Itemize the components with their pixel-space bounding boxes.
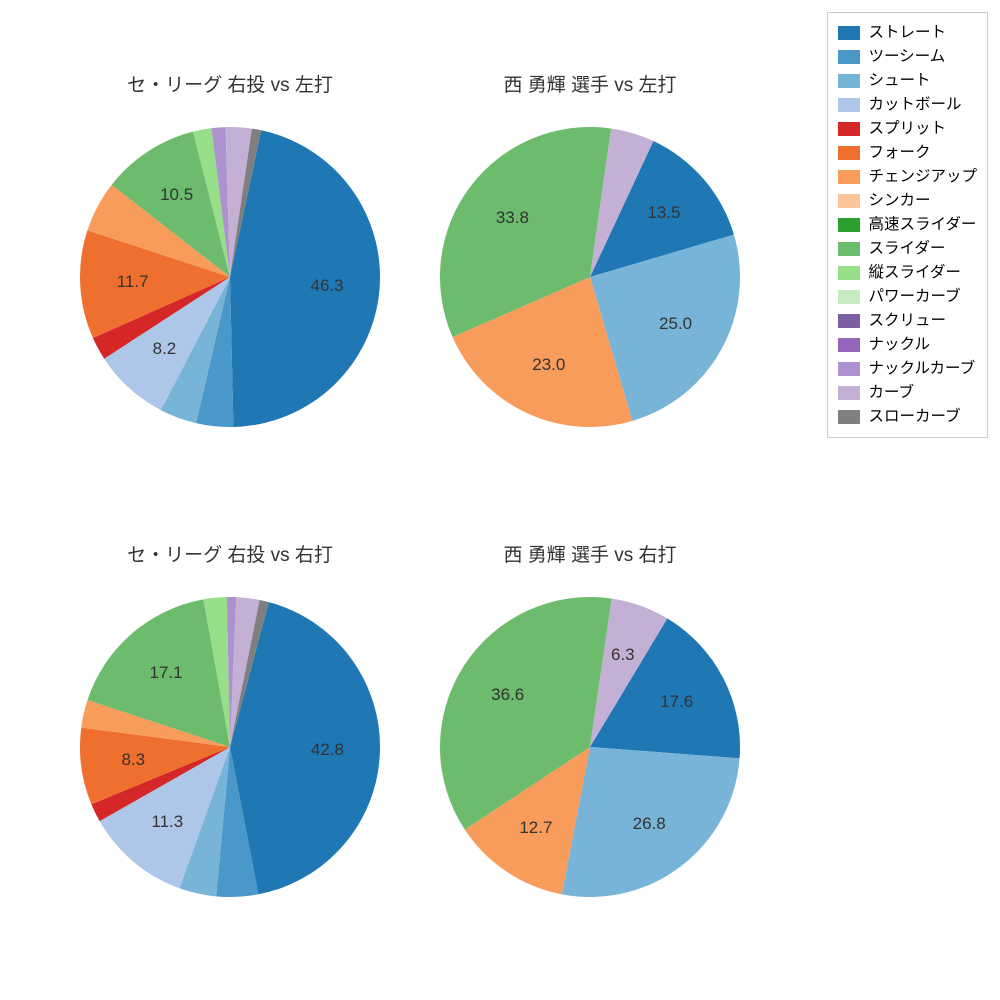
slice-label: 33.8 <box>496 208 529 228</box>
legend-swatch <box>838 314 860 328</box>
legend-swatch <box>838 50 860 64</box>
slice-label: 17.1 <box>150 663 183 683</box>
legend-item: チェンジアップ <box>838 165 977 189</box>
pie-container: 46.3 8.2 11.7 10.5 <box>80 127 380 427</box>
chart-title: セ・リーグ 右投 vs 左打 <box>60 70 400 97</box>
chart-title: 西 勇輝 選手 vs 左打 <box>420 70 760 97</box>
slice-label: 11.7 <box>117 272 149 292</box>
slice-label: 8.2 <box>153 339 177 359</box>
pie-container: 13.5 25.0 23.0 33.8 <box>440 127 740 427</box>
chart-grid: セ・リーグ 右投 vs 左打 46.3 8.2 11.7 10.5 西 勇輝 選手 vs … <box>0 0 760 1000</box>
legend-item: ナックル <box>838 333 977 357</box>
legend-item: スライダー <box>838 237 977 261</box>
subplot-bottom-left: セ・リーグ 右投 vs 右打 42.8 11.3 8.3 17.1 <box>60 530 400 980</box>
legend-label: フォーク <box>868 141 930 165</box>
legend-swatch <box>838 242 860 256</box>
slice-label: 10.5 <box>160 185 193 205</box>
subplot-top-left: セ・リーグ 右投 vs 左打 46.3 8.2 11.7 10.5 <box>60 60 400 510</box>
legend-item: カーブ <box>838 381 977 405</box>
legend-swatch <box>838 74 860 88</box>
legend-item: 縦スライダー <box>838 261 977 285</box>
legend-item: スクリュー <box>838 309 977 333</box>
legend-swatch <box>838 146 860 160</box>
pie-chart <box>440 127 740 427</box>
legend-item: フォーク <box>838 141 977 165</box>
legend-swatch <box>838 218 860 232</box>
pie-container: 17.6 26.8 12.7 36.6 6.3 <box>440 597 740 897</box>
legend-item: シュート <box>838 69 977 93</box>
legend-label: シュート <box>868 69 930 93</box>
legend-item: 高速スライダー <box>838 213 977 237</box>
legend-swatch <box>838 266 860 280</box>
legend-swatch <box>838 98 860 112</box>
legend-item: ツーシーム <box>838 45 977 69</box>
legend: ストレートツーシームシュートカットボールスプリットフォークチェンジアップシンカー… <box>827 12 988 438</box>
slice-label: 13.5 <box>647 203 680 223</box>
legend-swatch <box>838 410 860 424</box>
pie-chart <box>440 597 740 897</box>
legend-swatch <box>838 290 860 304</box>
legend-swatch <box>838 194 860 208</box>
slice-label: 26.8 <box>633 814 666 834</box>
legend-swatch <box>838 170 860 184</box>
slice-label: 42.8 <box>311 740 344 760</box>
legend-swatch <box>838 338 860 352</box>
subplot-bottom-right: 西 勇輝 選手 vs 右打 17.6 26.8 12.7 36.6 6.3 <box>420 530 760 980</box>
legend-label: スプリット <box>868 117 946 141</box>
slice-label: 8.3 <box>122 750 146 770</box>
legend-item: シンカー <box>838 189 977 213</box>
legend-label: カットボール <box>868 93 961 117</box>
slice-label: 25.0 <box>659 314 692 334</box>
legend-swatch <box>838 362 860 376</box>
legend-label: ナックルカーブ <box>868 357 975 381</box>
slice-label: 23.0 <box>532 355 565 375</box>
slice-label: 6.3 <box>611 645 635 665</box>
pie-container: 42.8 11.3 8.3 17.1 <box>80 597 380 897</box>
legend-label: 縦スライダー <box>868 261 960 285</box>
legend-swatch <box>838 122 860 136</box>
legend-swatch <box>838 26 860 40</box>
legend-item: ストレート <box>838 21 977 45</box>
chart-title: セ・リーグ 右投 vs 右打 <box>60 540 400 567</box>
legend-item: パワーカーブ <box>838 285 977 309</box>
legend-label: ナックル <box>868 333 930 357</box>
slice-label: 17.6 <box>660 692 693 712</box>
legend-item: カットボール <box>838 93 977 117</box>
legend-label: ストレート <box>868 21 946 45</box>
chart-title: 西 勇輝 選手 vs 右打 <box>420 540 760 567</box>
legend-item: ナックルカーブ <box>838 357 977 381</box>
legend-item: スローカーブ <box>838 405 977 429</box>
slice-label: 12.7 <box>519 818 552 838</box>
subplot-top-right: 西 勇輝 選手 vs 左打 13.5 25.0 23.0 33.8 <box>420 60 760 510</box>
legend-label: パワーカーブ <box>868 285 960 309</box>
slice-label: 46.3 <box>311 276 344 296</box>
slice-label: 11.3 <box>151 812 183 832</box>
legend-item: スプリット <box>838 117 977 141</box>
legend-label: スローカーブ <box>868 405 960 429</box>
legend-label: スライダー <box>868 237 945 261</box>
slice-label: 36.6 <box>491 685 524 705</box>
legend-label: 高速スライダー <box>868 213 976 237</box>
legend-label: スクリュー <box>868 309 946 333</box>
legend-swatch <box>838 386 860 400</box>
pie-slice <box>230 130 380 427</box>
legend-label: チェンジアップ <box>868 165 977 189</box>
legend-label: ツーシーム <box>868 45 945 69</box>
legend-label: シンカー <box>868 189 930 213</box>
legend-label: カーブ <box>868 381 914 405</box>
